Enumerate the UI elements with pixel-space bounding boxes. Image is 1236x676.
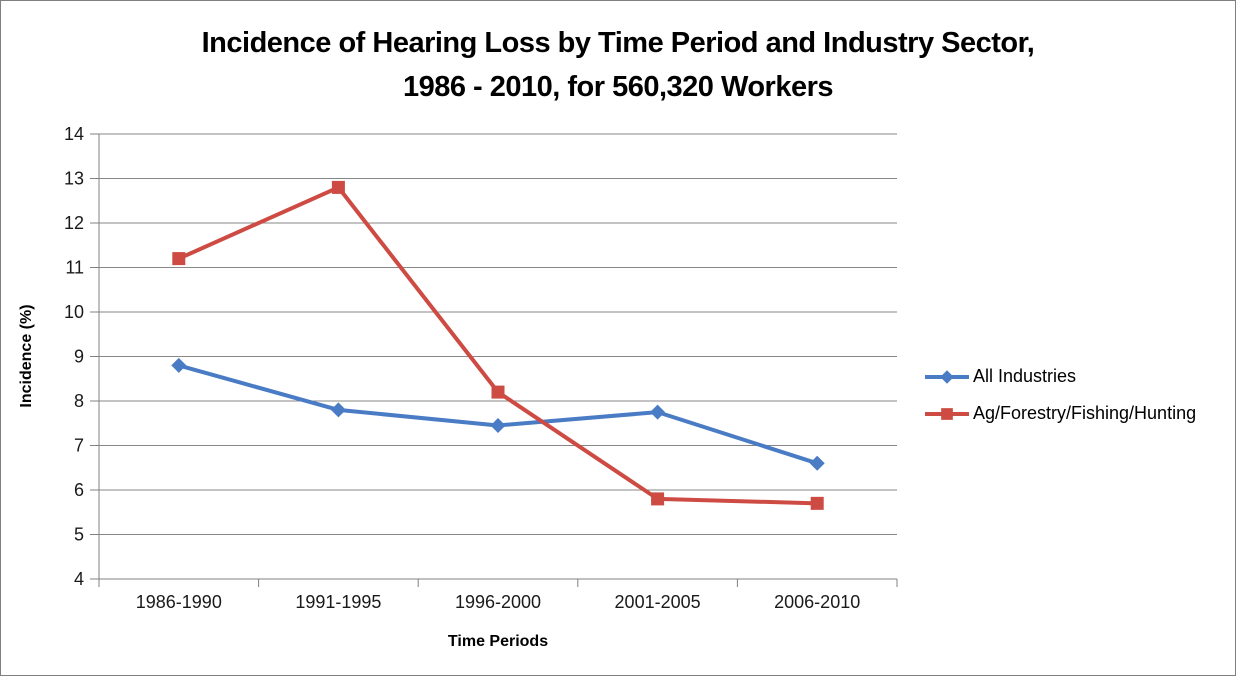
x-tick-label: 2001-2005: [615, 592, 701, 612]
y-tick-label: 10: [64, 302, 84, 322]
diamond-marker-icon: [330, 402, 346, 418]
diamond-marker-icon: [809, 455, 825, 471]
y-tick-label: 8: [74, 391, 84, 411]
y-tick-label: 6: [74, 480, 84, 500]
square-marker-icon: [172, 252, 186, 266]
square-marker-icon: [331, 180, 345, 194]
square-marker-icon: [941, 407, 953, 420]
x-tick-label: 1991-1995: [295, 592, 381, 612]
legend-item-ag-forestry-fishing-hunting: Ag/Forestry/Fishing/Hunting: [923, 395, 1196, 432]
legend: All Industries Ag/Forestry/Fishing/Hunti…: [923, 358, 1196, 432]
diamond-marker-icon: [490, 417, 506, 433]
y-tick-label: 12: [64, 213, 84, 233]
legend-label: All Industries: [973, 366, 1077, 386]
square-marker-icon: [491, 385, 505, 399]
diamond-marker-icon: [940, 369, 954, 384]
y-tick-label: 11: [65, 258, 84, 278]
chart-title-line2: 1986 - 2010, for 560,320 Workers: [402, 71, 834, 103]
series-line-1: [176, 185, 820, 506]
square-marker-icon: [810, 496, 824, 510]
y-tick-label: 5: [74, 525, 84, 545]
legend-item-all-industries: All Industries: [923, 358, 1196, 395]
y-axis-title: Incidence (%): [18, 304, 35, 408]
x-tick-label: 1996-2000: [455, 592, 541, 612]
chart-title-line1: Incidence of Hearing Loss by Time Period…: [201, 27, 1035, 59]
chart-title: Incidence of Hearing Loss by Time Period…: [1, 21, 1235, 109]
square-marker-icon: [651, 492, 665, 506]
x-axis-title: Time Periods: [447, 633, 549, 650]
y-tick-label: 4: [74, 569, 84, 589]
x-tick-label: 2006-2010: [774, 592, 860, 612]
y-tick-label: 9: [74, 347, 84, 367]
ag-forestry-line-marker-icon: [925, 407, 969, 420]
all-industries-line-marker-icon: [925, 369, 969, 384]
legend-label: Ag/Forestry/Fishing/Hunting: [973, 403, 1197, 423]
y-tick-label: 7: [74, 436, 84, 456]
diamond-marker-icon: [171, 357, 187, 373]
diamond-marker-icon: [650, 404, 666, 420]
y-tick-label: 13: [64, 169, 84, 189]
series-line-0: [176, 363, 820, 466]
y-tick-label: 14: [64, 124, 84, 144]
x-tick-label: 1986-1990: [136, 592, 222, 612]
